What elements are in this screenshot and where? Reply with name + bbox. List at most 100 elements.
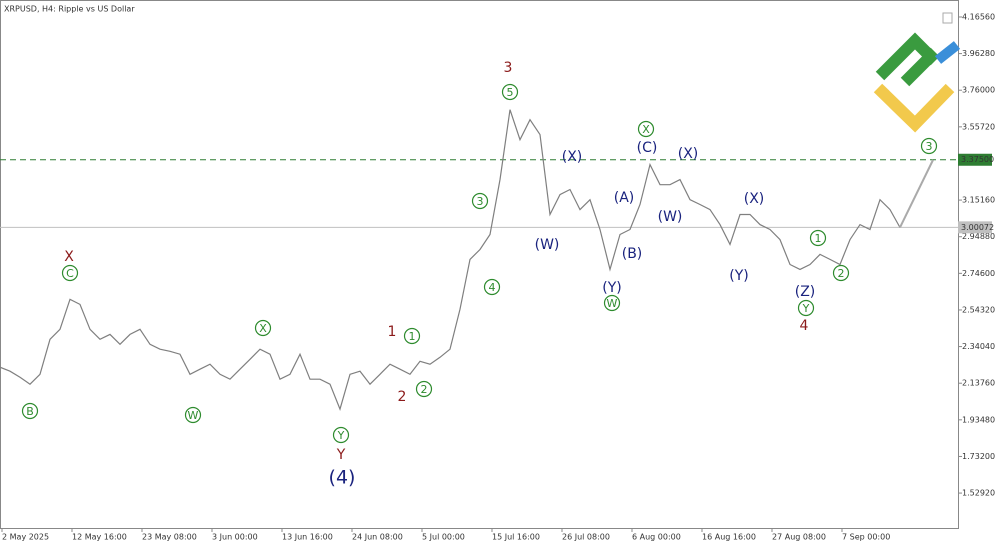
wave-label: (Z) bbox=[795, 284, 816, 300]
x-tick-label: 15 Jul 16:00 bbox=[492, 533, 540, 542]
wave-label: 2 bbox=[398, 389, 407, 405]
wave-label-text: 4 bbox=[489, 281, 496, 294]
wave-circle bbox=[332, 426, 350, 444]
wave-label: 4 bbox=[483, 278, 501, 296]
wave-label: (Y) bbox=[729, 268, 748, 284]
y-tick-label: 3.76000 bbox=[962, 86, 995, 95]
wave-label-text: B bbox=[26, 405, 34, 418]
price-tag bbox=[958, 153, 992, 166]
wave-label-text: C bbox=[66, 267, 74, 280]
wave-label: 2 bbox=[832, 264, 850, 282]
wave-label-text: (Y) bbox=[602, 280, 621, 296]
wave-label: 3 bbox=[504, 60, 513, 76]
wave-label: 2 bbox=[415, 380, 433, 398]
wave-label-text: (Y) bbox=[729, 268, 748, 284]
wave-label-text: X bbox=[259, 322, 267, 335]
price-line-series bbox=[0, 109, 901, 411]
wave-label-text: 4 bbox=[800, 318, 809, 334]
wave-circle bbox=[797, 299, 815, 317]
wave-label: 1 bbox=[403, 327, 421, 345]
wave-circle bbox=[21, 402, 39, 420]
x-tick-label: 7 Sep 00:00 bbox=[842, 533, 890, 542]
wave-label: 5 bbox=[501, 83, 519, 101]
wave-label-text: (A) bbox=[614, 190, 635, 206]
wave-label: (X) bbox=[744, 191, 765, 207]
wave-label-text: (C) bbox=[637, 140, 658, 156]
wave-label: (X) bbox=[678, 146, 699, 162]
wave-label-text: X bbox=[642, 123, 650, 136]
wave-label: (C) bbox=[637, 140, 658, 156]
y-tick-label: 2.54320 bbox=[962, 305, 995, 314]
wave-label: (X) bbox=[562, 149, 583, 165]
wave-label-text: Y bbox=[336, 447, 346, 463]
y-tick-label: 2.74600 bbox=[962, 269, 995, 278]
wave-label: C bbox=[61, 264, 79, 282]
wave-circle bbox=[403, 327, 421, 345]
wave-label-text: 3 bbox=[926, 140, 933, 153]
y-tick-label: 1.93480 bbox=[962, 415, 995, 424]
wave-label: B bbox=[21, 402, 39, 420]
wave-circle bbox=[254, 319, 272, 337]
logo bbox=[873, 32, 961, 133]
wave-label: X bbox=[637, 120, 655, 138]
wave-label: Y bbox=[336, 447, 346, 463]
wave-label: Y bbox=[797, 299, 815, 317]
projection bbox=[899, 159, 934, 228]
x-tick-label: 2 May 2025 bbox=[2, 533, 49, 542]
wave-label: X bbox=[64, 249, 74, 265]
wave-label: (Y) bbox=[602, 280, 621, 296]
wave-label: 1 bbox=[809, 229, 827, 247]
wave-label-text: 2 bbox=[421, 383, 428, 396]
wave-label: 3 bbox=[920, 137, 938, 155]
wave-label-text: (B) bbox=[622, 246, 643, 262]
wave-label-text: 1 bbox=[409, 330, 416, 343]
wave-label-text: (X) bbox=[562, 149, 583, 165]
y-tick-label: 2.34040 bbox=[962, 342, 995, 351]
x-tick-label: 3 Jun 00:00 bbox=[212, 533, 258, 542]
wave-label: (W) bbox=[658, 209, 683, 225]
wave-circle bbox=[61, 264, 79, 282]
x-tick-label: 23 May 08:00 bbox=[142, 533, 197, 542]
logo-blue bbox=[934, 41, 961, 64]
wave-label-text: 3 bbox=[477, 195, 484, 208]
wave-label: W bbox=[184, 406, 202, 424]
wave-label-text: (X) bbox=[678, 146, 699, 162]
wave-label-text: X bbox=[64, 249, 74, 265]
wave-circle bbox=[471, 192, 489, 210]
y-tick-label: 3.96280 bbox=[962, 49, 995, 58]
x-tick-label: 6 Aug 00:00 bbox=[632, 533, 681, 542]
wave-label: 4 bbox=[800, 318, 809, 334]
x-tick-label: 12 May 16:00 bbox=[72, 533, 127, 542]
y-tick-label: 3.55720 bbox=[962, 122, 995, 131]
x-tick-label: 27 Aug 08:00 bbox=[772, 533, 826, 542]
x-tick-label: 26 Jul 08:00 bbox=[562, 533, 610, 542]
price-tag-label: 3.37500 bbox=[961, 155, 994, 164]
wave-label: Y bbox=[332, 426, 350, 444]
wave-label-text: Y bbox=[802, 302, 810, 315]
wave-circle bbox=[603, 294, 621, 312]
x-tick-label: 16 Aug 16:00 bbox=[702, 533, 756, 542]
price-tag bbox=[958, 221, 992, 234]
logo-yellow bbox=[873, 83, 955, 133]
wave-label: (B) bbox=[622, 246, 643, 262]
wave-label-text: (Z) bbox=[795, 284, 816, 300]
wave-circle bbox=[832, 264, 850, 282]
wave-circle bbox=[483, 278, 501, 296]
wave-circle bbox=[415, 380, 433, 398]
x-tick-label: 5 Jul 00:00 bbox=[422, 533, 465, 542]
plot-frame bbox=[0, 0, 959, 529]
wave-circle bbox=[184, 406, 202, 424]
wave-label: 1 bbox=[388, 324, 397, 340]
wave-circle bbox=[920, 137, 938, 155]
wave-label: X bbox=[254, 319, 272, 337]
wave-label-text: W bbox=[188, 409, 199, 422]
scroll-icon[interactable] bbox=[942, 12, 953, 24]
wave-circle bbox=[501, 83, 519, 101]
price-tag-label: 3.00072 bbox=[961, 223, 994, 232]
wave-label: (4) bbox=[329, 467, 356, 489]
y-tick-label: 1.52920 bbox=[962, 489, 995, 498]
wave-label-text: 1 bbox=[388, 324, 397, 340]
wave-label-text: 2 bbox=[838, 267, 845, 280]
